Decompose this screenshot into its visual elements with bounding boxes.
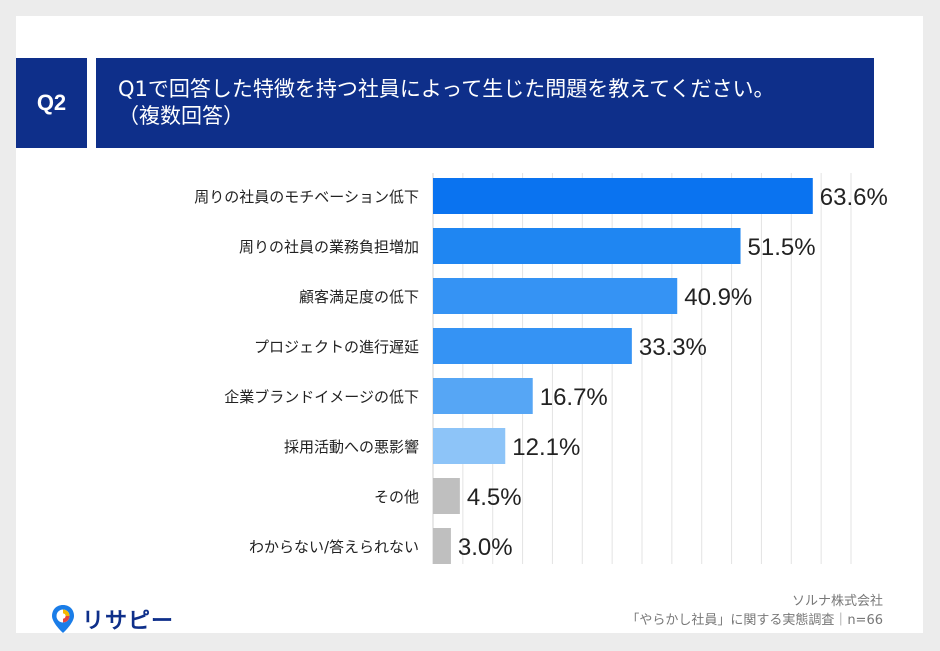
bar-chart: 周りの社員のモチベーション低下 63.6% 周りの社員の業務負担増加 51.5% 顧客満…	[194, 173, 888, 564]
category-label: 採用活動への悪影響	[284, 438, 419, 456]
bar	[433, 528, 451, 564]
bar	[433, 278, 678, 314]
category-label: 周りの社員のモチベーション低下	[194, 188, 419, 206]
value-label: 16.7%	[540, 384, 608, 411]
value-label: 4.5%	[467, 484, 522, 511]
bar	[433, 328, 632, 364]
category-label: 周りの社員の業務負担増加	[239, 238, 419, 256]
bar	[433, 428, 506, 464]
category-label: 企業ブランドイメージの低下	[224, 388, 419, 406]
bar	[433, 178, 813, 214]
value-label: 12.1%	[512, 434, 580, 461]
value-label: 40.9%	[684, 284, 752, 311]
question-note: （複数回答）	[118, 104, 244, 128]
bar	[433, 478, 460, 514]
footer-survey-info: 「やらかし社員」に関する実態調査｜n=66	[626, 613, 883, 628]
pin-icon	[52, 605, 74, 633]
logo-text: リサピー	[82, 609, 175, 634]
chart-card: Q2 Q1で回答した特徴を持つ社員によって生じた問題を教えてください。 （複数回…	[16, 16, 923, 635]
footer: ソルナ株式会社 「やらかし社員」に関する実態調査｜n=66	[626, 592, 883, 630]
question-number-badge: Q2	[16, 58, 87, 148]
logo: リサピー	[50, 603, 174, 635]
bar	[433, 228, 741, 264]
category-label: その他	[374, 488, 419, 506]
value-label: 33.3%	[639, 334, 707, 361]
footer-company: ソルナ株式会社	[791, 594, 883, 609]
category-label: 顧客満足度の低下	[299, 288, 419, 306]
category-label: プロジェクトの進行遅延	[254, 338, 419, 356]
value-label: 3.0%	[458, 534, 513, 561]
bar	[433, 378, 533, 414]
question-header: Q1で回答した特徴を持つ社員によって生じた問題を教えてください。 （複数回答）	[96, 58, 874, 148]
value-label: 63.6%	[820, 184, 888, 211]
question-text: Q1で回答した特徴を持つ社員によって生じた問題を教えてください。	[118, 77, 775, 101]
category-label: わからない/答えられない	[249, 538, 419, 556]
value-label: 51.5%	[748, 234, 816, 261]
